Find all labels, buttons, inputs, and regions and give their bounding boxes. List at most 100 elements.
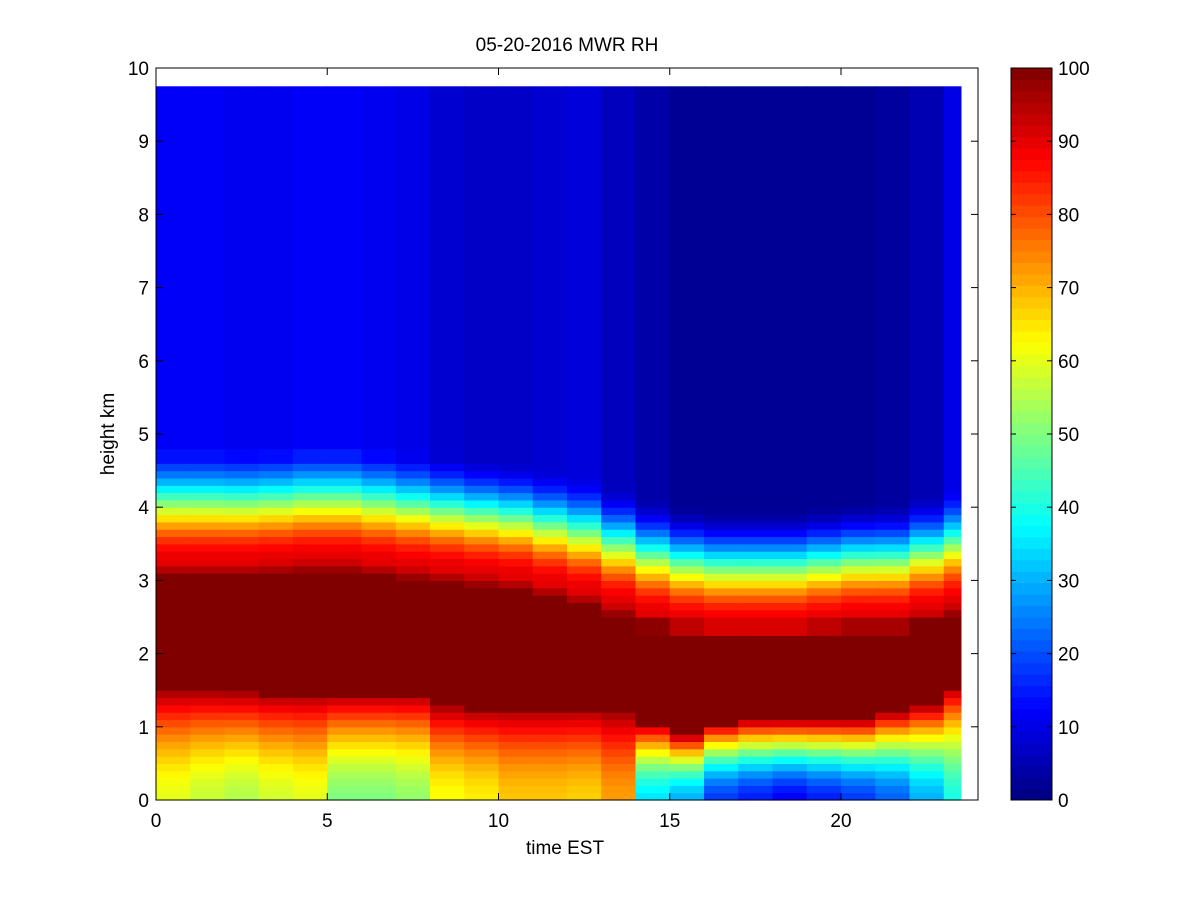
heatmap-cell xyxy=(669,551,705,560)
heatmap-cell xyxy=(738,653,774,673)
colorbar-tick-label: 50 xyxy=(1058,425,1079,446)
heatmap-cell xyxy=(532,415,568,435)
heatmap-cell xyxy=(875,141,911,179)
heatmap-cell xyxy=(532,741,568,750)
heatmap-cell xyxy=(430,448,465,464)
heatmap-cell xyxy=(909,543,945,552)
heatmap-cell xyxy=(567,507,602,516)
heatmap-cell xyxy=(156,595,191,603)
heatmap-cell xyxy=(361,287,397,325)
heatmap-cell xyxy=(704,748,739,757)
heatmap-cell xyxy=(669,653,705,673)
heatmap-cell xyxy=(704,251,739,289)
colorbar-segment xyxy=(1011,68,1052,80)
heatmap-cell xyxy=(875,463,911,472)
heatmap-cell xyxy=(293,543,328,552)
heatmap-cell xyxy=(567,741,602,750)
heatmap-cell xyxy=(875,177,911,215)
heatmap-cell xyxy=(909,573,945,581)
heatmap-cell xyxy=(361,734,397,743)
heatmap-cell xyxy=(601,415,637,435)
heatmap-cell xyxy=(190,712,226,721)
heatmap-cell xyxy=(909,214,945,252)
heatmap-cell xyxy=(361,514,397,523)
heatmap-cell xyxy=(430,492,465,501)
heatmap-cell xyxy=(293,86,328,106)
heatmap-cell xyxy=(669,770,705,779)
heatmap-cell xyxy=(258,565,294,574)
heatmap-cell xyxy=(430,434,465,450)
colorbar-tick-label: 10 xyxy=(1058,718,1079,739)
heatmap-cell xyxy=(806,141,842,179)
heatmap-cell xyxy=(498,690,534,699)
heatmap-cell xyxy=(190,763,226,772)
heatmap-cell xyxy=(806,565,842,574)
heatmap-cell xyxy=(224,499,260,508)
heatmap-cell xyxy=(875,448,911,464)
heatmap-cell xyxy=(841,690,876,699)
heatmap-cell xyxy=(738,609,774,618)
heatmap-cell xyxy=(738,86,774,106)
heatmap-cell xyxy=(909,741,945,750)
heatmap-cell xyxy=(841,682,876,691)
heatmap-cell xyxy=(601,617,637,636)
heatmap-cell xyxy=(190,704,226,713)
heatmap-cell xyxy=(258,477,294,486)
heatmap-cell xyxy=(943,704,962,713)
colorbar-segment xyxy=(1011,514,1052,526)
heatmap-cell xyxy=(841,558,876,567)
heatmap-cell xyxy=(395,521,431,530)
heatmap-cell xyxy=(430,756,465,764)
colorbar-segment xyxy=(1011,422,1052,435)
x-axis-label: time EST xyxy=(526,838,605,859)
heatmap-cell xyxy=(567,521,602,530)
heatmap-cell xyxy=(258,719,294,728)
heatmap-cell xyxy=(361,485,397,494)
heatmap-cell xyxy=(669,470,705,479)
heatmap-cell xyxy=(258,141,294,179)
heatmap-cell xyxy=(498,595,534,603)
heatmap-cell xyxy=(601,485,637,494)
heatmap-cell xyxy=(464,682,500,691)
heatmap-cell xyxy=(704,558,739,567)
heatmap-cell xyxy=(190,214,226,252)
heatmap-cell xyxy=(806,653,842,673)
heatmap-cell xyxy=(704,712,739,721)
heatmap-cell xyxy=(669,617,705,636)
heatmap-cell xyxy=(498,507,534,516)
colorbar-segment xyxy=(1011,502,1052,515)
heatmap-cell xyxy=(190,726,226,735)
heatmap-cell xyxy=(532,785,568,794)
heatmap-cell xyxy=(909,397,945,417)
heatmap-cell xyxy=(498,602,534,611)
heatmap-cell xyxy=(258,573,294,581)
heatmap-cell xyxy=(669,558,705,567)
heatmap-cell xyxy=(567,104,602,142)
heatmap-cell xyxy=(841,470,876,479)
heatmap-cell xyxy=(258,492,294,501)
heatmap-cell xyxy=(156,360,191,398)
heatmap-cell xyxy=(327,580,363,589)
heatmap-cell xyxy=(258,104,294,142)
heatmap-cell xyxy=(806,587,842,596)
heatmap-cell xyxy=(567,763,602,772)
heatmap-cell xyxy=(738,635,774,655)
heatmap-cell xyxy=(395,360,431,398)
heatmap-cell xyxy=(532,587,568,596)
heatmap-cell xyxy=(361,690,397,699)
heatmap-cell xyxy=(601,397,637,417)
heatmap-cell xyxy=(395,565,431,574)
heatmap-cell xyxy=(704,785,739,794)
heatmap-cell xyxy=(293,712,328,721)
heatmap-cell xyxy=(224,573,260,581)
heatmap-cell xyxy=(190,741,226,750)
heatmap-cell xyxy=(772,741,808,750)
heatmap-cell xyxy=(806,580,842,589)
heatmap-cell xyxy=(395,558,431,567)
heatmap-cell xyxy=(224,251,260,289)
heatmap-cell xyxy=(841,748,876,757)
heatmap-cell xyxy=(224,734,260,743)
heatmap-cell xyxy=(395,477,431,486)
heatmap-cell xyxy=(567,587,602,596)
heatmap-cell xyxy=(875,214,911,252)
